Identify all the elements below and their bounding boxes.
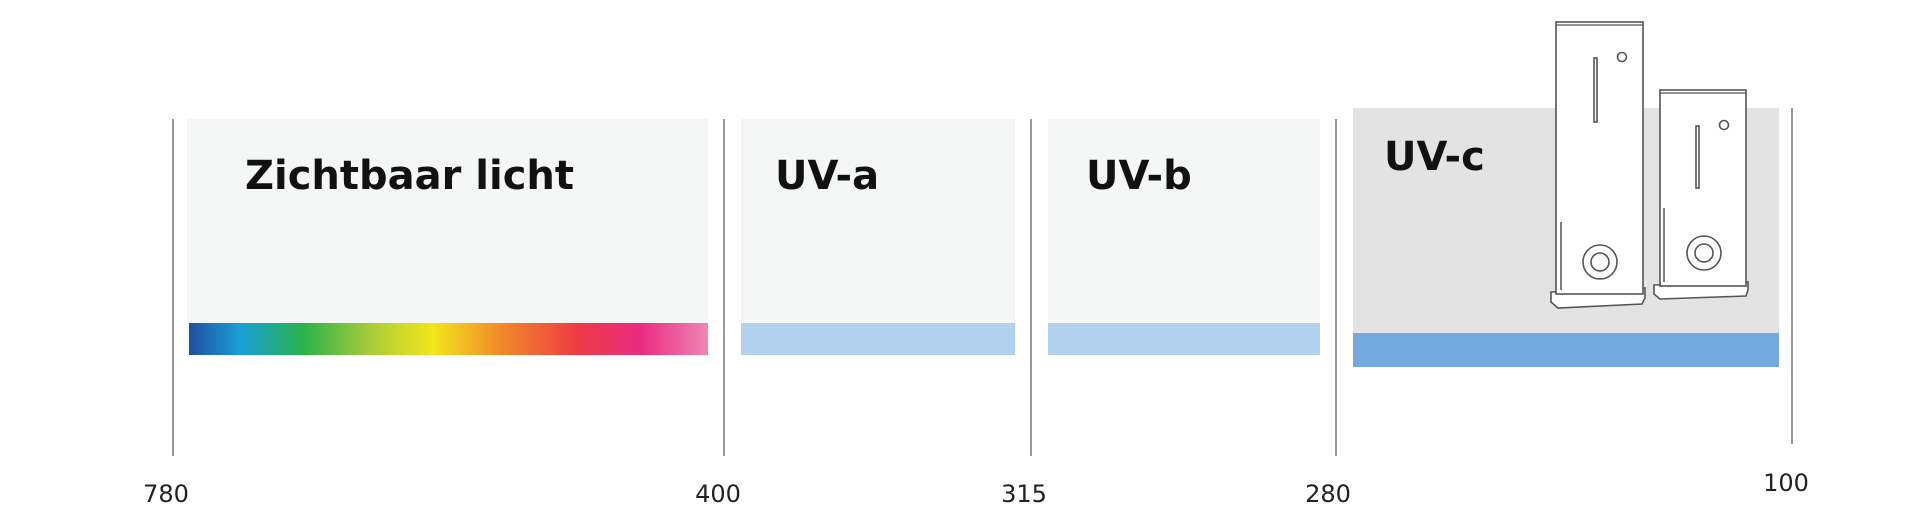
device-illustration bbox=[1550, 21, 1646, 309]
band-label: UV-b bbox=[1086, 153, 1192, 199]
band-label: UV-c bbox=[1384, 134, 1485, 180]
wavelength-label: 315 bbox=[1001, 480, 1047, 508]
panel bbox=[741, 119, 1015, 355]
wavelength-label: 780 bbox=[143, 480, 189, 508]
uv-bar bbox=[1353, 333, 1779, 367]
band-label: Zichtbaar licht bbox=[245, 153, 574, 199]
uv-bar bbox=[741, 323, 1015, 355]
panel bbox=[1048, 119, 1320, 355]
panel bbox=[187, 119, 708, 355]
uv-bar bbox=[1048, 323, 1320, 355]
visible-spectrum-bar bbox=[189, 323, 708, 355]
device-illustration bbox=[1653, 89, 1749, 300]
wavelength-label: 280 bbox=[1305, 480, 1351, 508]
wavelength-label: 400 bbox=[695, 480, 741, 508]
band-label: UV-a bbox=[775, 153, 879, 199]
wavelength-label: 100 bbox=[1763, 469, 1809, 497]
